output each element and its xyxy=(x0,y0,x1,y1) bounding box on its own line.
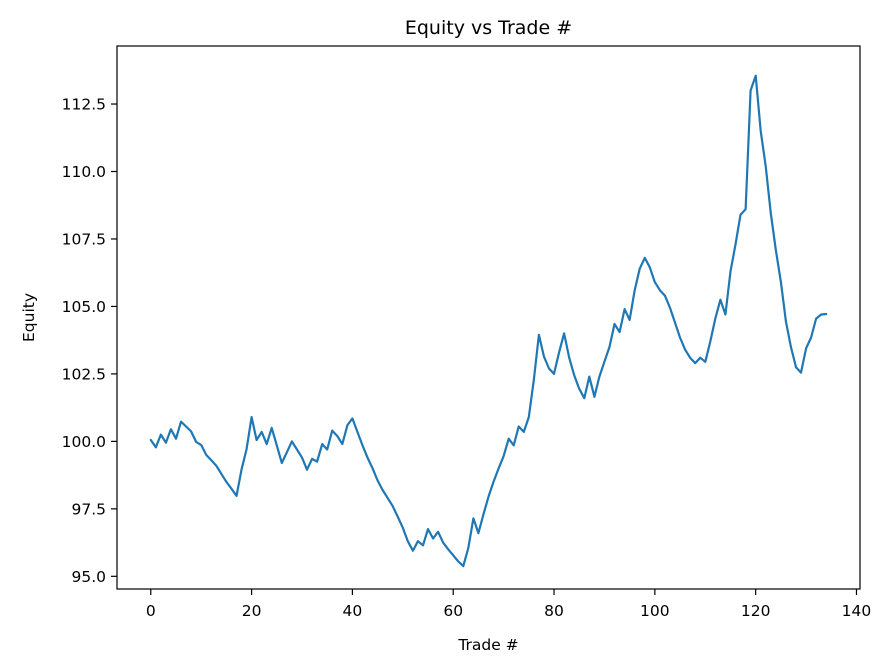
y-tick-label: 110.0 xyxy=(62,163,106,181)
x-tick-label: 20 xyxy=(242,602,262,620)
chart-title: Equity vs Trade # xyxy=(405,17,572,39)
y-tick-label: 112.5 xyxy=(62,96,106,114)
equity-series-line xyxy=(149,74,828,568)
x-tick-label: 140 xyxy=(842,602,872,620)
y-tick-label: 100.0 xyxy=(62,433,106,451)
x-axis-label: Trade # xyxy=(457,636,518,654)
x-tick-label: 0 xyxy=(146,602,156,620)
x-tick-label: 100 xyxy=(640,602,670,620)
x-tick-label: 80 xyxy=(544,602,564,620)
plot-border xyxy=(116,45,861,590)
y-axis-label: Equity xyxy=(20,293,38,342)
ticks-layer: 0 20 40 60 80 100 120 140 95.0 97.5 100.0 102.5 105.… xyxy=(62,96,872,620)
x-tick-label: 60 xyxy=(443,602,463,620)
x-tick-label: 120 xyxy=(741,602,771,620)
y-tick-label: 102.5 xyxy=(62,365,106,383)
y-tick-label: 95.0 xyxy=(71,568,106,586)
y-tick-label: 97.5 xyxy=(71,500,106,518)
y-tick-label: 105.0 xyxy=(62,298,106,316)
y-tick-label: 107.5 xyxy=(62,230,106,248)
x-tick-label: 40 xyxy=(343,602,363,620)
